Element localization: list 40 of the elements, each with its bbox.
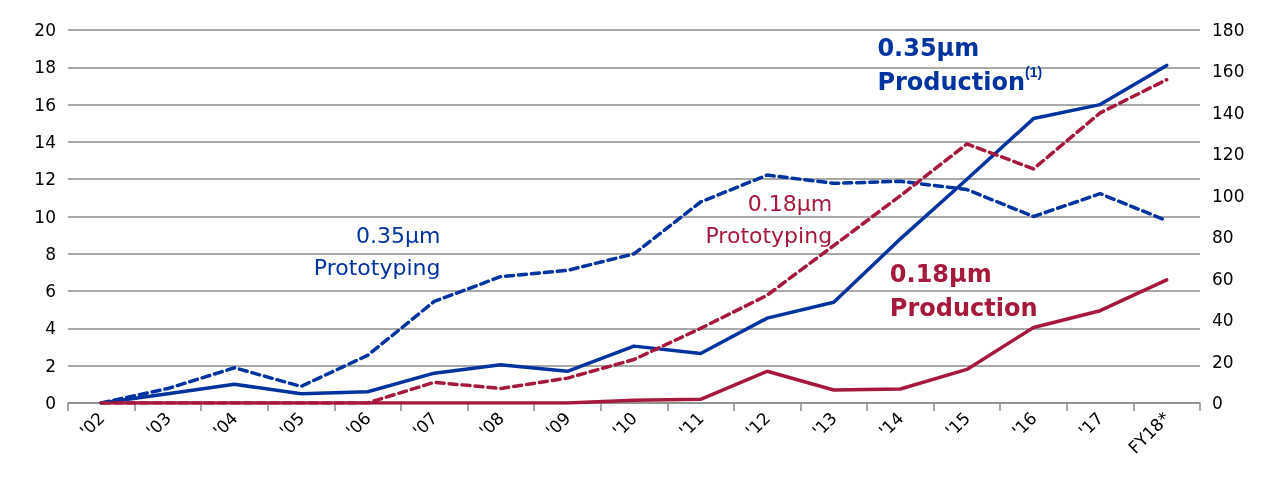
y2-tick-label: 160 bbox=[1212, 61, 1245, 82]
x-tick-label: '11 bbox=[674, 407, 708, 441]
y-tick-label: 20 bbox=[34, 20, 56, 40]
x-tick-label: '03 bbox=[142, 407, 175, 441]
x-tick-label: '07 bbox=[408, 407, 442, 441]
y-tick-label: 0 bbox=[45, 393, 56, 413]
x-tick-label: '06 bbox=[341, 407, 375, 441]
y-tick-label: 16 bbox=[34, 94, 56, 115]
x-tick-label: '05 bbox=[275, 407, 309, 441]
x-tick-label: '13 bbox=[808, 407, 841, 441]
y2-tick-label: 140 bbox=[1212, 102, 1245, 123]
y2-tick-label: 120 bbox=[1212, 144, 1245, 165]
y2-tick-label: 60 bbox=[1212, 268, 1234, 289]
x-tick-label: '08 bbox=[475, 407, 508, 441]
y2-tick-label: 0 bbox=[1212, 393, 1223, 413]
y-tick-label: 2 bbox=[45, 355, 56, 376]
series-label: 0.35µm Prototyping bbox=[313, 222, 441, 280]
y-tick-label: 4 bbox=[45, 318, 56, 339]
x-tick-label: '17 bbox=[1074, 407, 1108, 441]
x-tick-label: '14 bbox=[874, 407, 908, 441]
y-tick-label: 12 bbox=[34, 169, 56, 190]
y2-tick-label: 180 bbox=[1212, 20, 1245, 40]
y2-tick-label: 20 bbox=[1212, 351, 1234, 372]
x-tick-label: '04 bbox=[208, 407, 242, 441]
x-tick-label: '15 bbox=[941, 407, 975, 441]
series-label: 0.18µm Prototyping bbox=[705, 191, 833, 249]
x-tick-label: '12 bbox=[741, 407, 775, 441]
x-tick-label: '16 bbox=[1007, 407, 1041, 441]
x-tick-label: '10 bbox=[608, 407, 642, 441]
x-tick-label: '09 bbox=[541, 407, 575, 441]
y2-tick-label: 40 bbox=[1212, 310, 1234, 331]
y2-tick-label: 80 bbox=[1212, 227, 1234, 248]
y-tick-label: 6 bbox=[45, 281, 56, 302]
x-tick-label: '02 bbox=[75, 407, 109, 441]
y-tick-label: 8 bbox=[45, 243, 56, 264]
series-label: 0.18µm Production bbox=[889, 260, 1038, 323]
y2-tick-label: 100 bbox=[1212, 185, 1245, 206]
y-tick-label: 14 bbox=[34, 131, 56, 152]
y-tick-label: 10 bbox=[34, 206, 56, 227]
y-tick-label: 18 bbox=[34, 57, 56, 78]
